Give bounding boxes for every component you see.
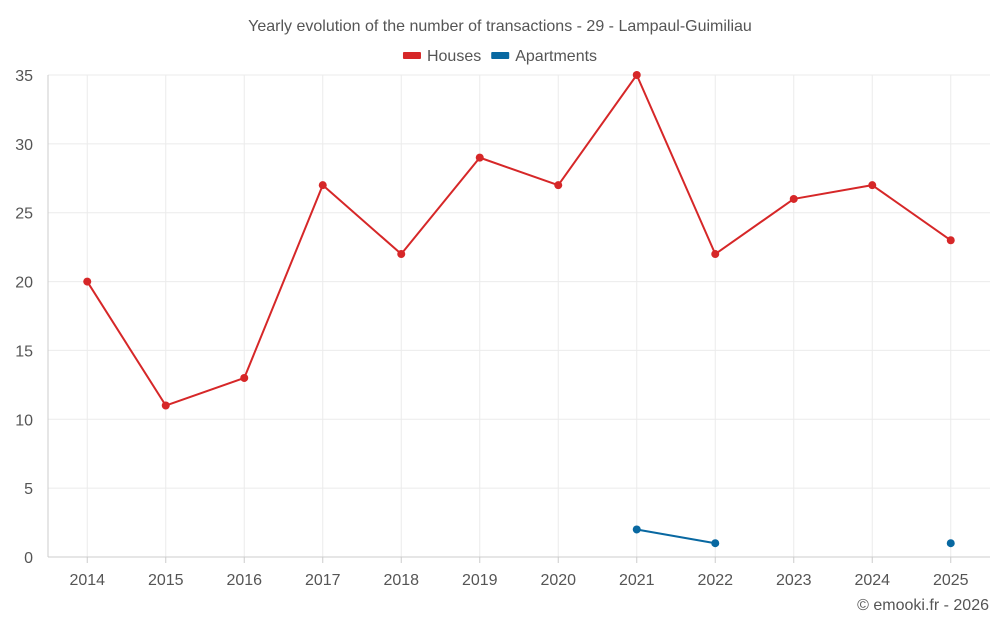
legend-label-houses: Houses <box>427 48 481 65</box>
x-tick-label: 2015 <box>148 572 184 589</box>
data-point-houses <box>475 153 484 162</box>
x-tick-label: 2024 <box>854 572 890 589</box>
data-point-apartments <box>711 539 720 548</box>
data-point-houses <box>946 236 955 245</box>
x-tick-label: 2022 <box>697 572 733 589</box>
series <box>83 71 955 548</box>
series-houses <box>83 71 955 410</box>
x-tick-label: 2019 <box>462 572 498 589</box>
x-tick-label: 2021 <box>619 572 655 589</box>
legend-label-apartments: Apartments <box>515 48 597 65</box>
series-line-apartments <box>636 528 716 545</box>
data-point-houses <box>632 71 641 79</box>
legend: Houses Apartments <box>402 48 597 65</box>
y-tick-label: 5 <box>24 481 33 498</box>
y-tick-label: 10 <box>15 412 33 429</box>
data-point-apartments <box>946 539 955 548</box>
copyright-text: © emooki.fr - 2026 <box>857 597 989 614</box>
data-point-houses <box>711 250 720 259</box>
series-apartments <box>632 525 955 548</box>
data-point-houses <box>161 401 170 410</box>
data-point-houses <box>868 181 877 190</box>
data-point-houses <box>554 181 563 190</box>
x-tick-label: 2023 <box>776 572 812 589</box>
data-point-houses <box>397 250 406 259</box>
y-tick-label: 35 <box>15 68 33 85</box>
x-tick-label: 2025 <box>933 572 969 589</box>
data-point-apartments <box>632 525 641 534</box>
data-point-houses <box>83 277 92 286</box>
grid <box>48 74 990 557</box>
y-tick-label: 25 <box>15 206 33 223</box>
x-tick-label: 2014 <box>69 572 105 589</box>
legend-item-apartments[interactable]: Apartments <box>491 48 597 65</box>
y-tick-label: 0 <box>24 550 33 567</box>
legend-swatch-apartments <box>491 52 510 59</box>
data-point-houses <box>240 373 249 382</box>
y-tick-label: 15 <box>15 343 33 360</box>
x-tick-label: 2020 <box>540 572 576 589</box>
legend-item-houses[interactable]: Houses <box>402 48 481 65</box>
data-point-houses <box>789 194 798 203</box>
y-tick-label: 20 <box>15 275 33 292</box>
x-tick-label: 2017 <box>305 572 341 589</box>
series-line-houses <box>86 74 952 407</box>
x-tick-label: 2018 <box>383 572 419 589</box>
x-tick-label: 2016 <box>226 572 262 589</box>
legend-swatch-houses <box>402 52 421 59</box>
data-point-houses <box>318 181 327 190</box>
chart-title: Yearly evolution of the number of transa… <box>248 18 752 35</box>
y-tick-label: 30 <box>15 137 33 154</box>
